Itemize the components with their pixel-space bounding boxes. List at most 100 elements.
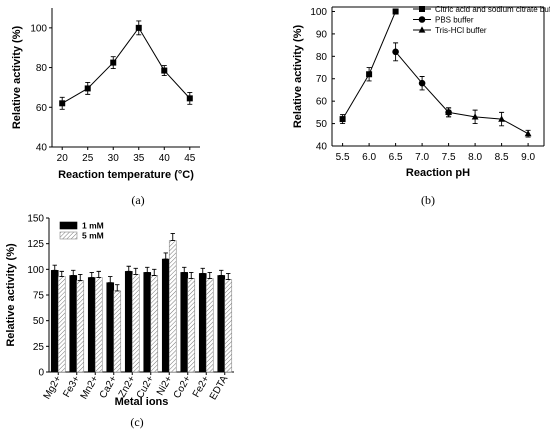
panel-c-x-tick-label: Mn2+ bbox=[79, 374, 101, 402]
panel-c-bar-0 bbox=[106, 282, 115, 373]
panel-a-x-axis-title: Reaction temperature (°C) bbox=[58, 169, 194, 181]
panel-a-x-tick-label: 25 bbox=[82, 153, 94, 164]
panel-c-legend-label-0: 1 mM bbox=[82, 221, 104, 231]
panel-b-x-tick-label: 5.5 bbox=[336, 152, 350, 163]
panel-b-data-point-0 bbox=[366, 71, 373, 78]
panel-c-bar-1 bbox=[150, 275, 159, 373]
panel-c-error-bar-0 bbox=[108, 276, 113, 284]
panel-b-x-tick-label: 6.5 bbox=[389, 152, 403, 163]
panel-a-y-axis-title: Relative activity (%) bbox=[11, 26, 23, 130]
panel-c-y-tick-label: 25 bbox=[33, 342, 45, 353]
panel-b-x-axis-title: Reaction pH bbox=[406, 167, 470, 179]
panel-c-error-bar-1 bbox=[96, 270, 101, 278]
panel-b-x-tick-label: 8.0 bbox=[468, 152, 482, 163]
panel-c-bar-0 bbox=[198, 273, 207, 373]
panel-c-bar-0 bbox=[69, 275, 78, 373]
panel-b-x-tick-label: 9.0 bbox=[521, 152, 535, 163]
panel-a-x-tick-label: 40 bbox=[159, 153, 171, 164]
panel-a-data-point bbox=[84, 85, 91, 92]
panel-a-data-point bbox=[59, 100, 66, 107]
panel-c-y-tick-label: 125 bbox=[27, 239, 44, 250]
panel-c-error-bar-0 bbox=[200, 267, 205, 274]
panel-c-bar-0 bbox=[124, 271, 133, 373]
panel-b-data-point-1 bbox=[392, 48, 399, 56]
panel-c-error-bar-0 bbox=[182, 266, 187, 273]
panel-c-bar-1 bbox=[224, 279, 233, 373]
panel-b-legend-marker-2 bbox=[418, 26, 426, 33]
panel-c-bar-0 bbox=[180, 272, 189, 373]
panel-a-x-tick-label: 20 bbox=[57, 153, 69, 164]
panel-c-error-bar-1 bbox=[115, 284, 120, 292]
panel-c-error-bar-0 bbox=[52, 264, 57, 271]
panel-b-legend-marker-1 bbox=[418, 16, 426, 23]
panel-c-y-axis-title: Relative activity (%) bbox=[5, 243, 17, 347]
panel-a-series-line bbox=[61, 26, 191, 104]
panel-a-data-point bbox=[135, 24, 142, 31]
panel-c-error-bar-1 bbox=[226, 272, 231, 281]
panel-c-y-tick-label: 50 bbox=[33, 316, 45, 327]
panel-a-y-tick-label: 60 bbox=[36, 103, 48, 114]
panel-c-label: (c) bbox=[130, 415, 143, 429]
panel-c-error-bar-0 bbox=[163, 252, 168, 260]
panel-b-label: (b) bbox=[421, 193, 435, 207]
panel-c-error-bar-1 bbox=[59, 270, 64, 277]
panel-b-y-tick-label: 70 bbox=[316, 74, 328, 85]
panel-b-legend-label-2: Tris-HCl buffer bbox=[435, 26, 487, 35]
panel-a-x-tick-label: 30 bbox=[108, 153, 120, 164]
panel-c-bar-1 bbox=[113, 290, 122, 373]
panel-c-error-bar-0 bbox=[89, 271, 94, 278]
panel-b-y-tick-label: 60 bbox=[316, 97, 328, 108]
panel-a-data-point bbox=[186, 95, 193, 102]
panel-c-legend-swatch-0 bbox=[59, 221, 78, 230]
panel-b-x-tick-label: 8.5 bbox=[495, 152, 509, 163]
panel-a-y-tick-label: 80 bbox=[36, 63, 48, 74]
panel-c-bar-1 bbox=[205, 278, 214, 373]
panel-c-error-bar-1 bbox=[207, 271, 212, 280]
panel-a-y-tick-label: 100 bbox=[30, 23, 47, 34]
panel-c-legend-label-1: 5 mM bbox=[82, 231, 104, 241]
panel-b-x-tick-label: 7.5 bbox=[442, 152, 456, 163]
panel-c-bar-0 bbox=[50, 270, 59, 373]
panel-b-chart: 5.5 6.0 6.5 7.0 7.5 8.0 8.5 9.0 40 50 60 70 80 90 100 R… bbox=[292, 5, 550, 207]
panel-c-error-bar-1 bbox=[133, 267, 138, 275]
panel-c-y-tick-label: 150 bbox=[27, 214, 44, 225]
panel-c-bar-0 bbox=[161, 258, 170, 373]
panel-b-data-point-0 bbox=[392, 8, 399, 15]
panel-a-chart: 20 25 30 35 40 45 40 60 80 100 Reaction temperatur… bbox=[11, 8, 200, 207]
panel-b-y-tick-label: 90 bbox=[316, 29, 328, 40]
panel-c-bar-0 bbox=[217, 275, 226, 373]
panel-c-error-bar-1 bbox=[189, 271, 194, 280]
panel-b-data-point-2 bbox=[498, 115, 505, 122]
panel-b-series-line-0 bbox=[342, 11, 397, 120]
panel-a-data-point bbox=[161, 67, 168, 74]
panel-b-y-tick-label: 80 bbox=[316, 52, 328, 63]
panel-b-legend-marker-0 bbox=[419, 6, 425, 12]
panel-b-data-point-2 bbox=[471, 113, 479, 120]
panel-b-x-tick-label: 7.0 bbox=[415, 152, 429, 163]
panel-c-bar-0 bbox=[87, 277, 96, 373]
panel-c-error-bar-1 bbox=[170, 232, 175, 242]
panel-c-chart: 0255075100125150Mg2+Fe3+Mn2+Ca2+Zn2+Cu2+… bbox=[5, 214, 234, 429]
panel-b-data-point-1 bbox=[418, 79, 426, 87]
panel-c-bar-1 bbox=[131, 274, 140, 373]
panel-c-bar-1 bbox=[187, 278, 196, 373]
panel-b-data-point-0 bbox=[339, 116, 346, 123]
panel-b-legend-label-1: PBS buffer bbox=[435, 16, 474, 25]
panel-a-x-tick-label: 35 bbox=[133, 153, 145, 164]
panel-c-bar-0 bbox=[143, 272, 152, 373]
panel-a-y-tick-label: 40 bbox=[36, 143, 48, 154]
panel-c-error-bar-1 bbox=[152, 268, 157, 276]
panel-c-bar-1 bbox=[76, 280, 85, 373]
panel-b-data-point-2 bbox=[445, 108, 452, 115]
panel-a-x-tick-label: 45 bbox=[184, 153, 196, 164]
panel-c-error-bar-0 bbox=[219, 269, 224, 276]
panel-c-x-tick-label: EDTA bbox=[208, 374, 231, 402]
panel-b-y-tick-label: 40 bbox=[316, 142, 328, 153]
panel-b-y-tick-label: 100 bbox=[310, 7, 327, 18]
panel-b-y-axis-title: Relative activity (%) bbox=[292, 25, 304, 129]
panel-a-label: (a) bbox=[131, 193, 144, 207]
panel-c-bar-1 bbox=[168, 240, 177, 373]
panel-a-data-point bbox=[110, 59, 117, 66]
panel-c-y-tick-label: 100 bbox=[27, 265, 44, 276]
